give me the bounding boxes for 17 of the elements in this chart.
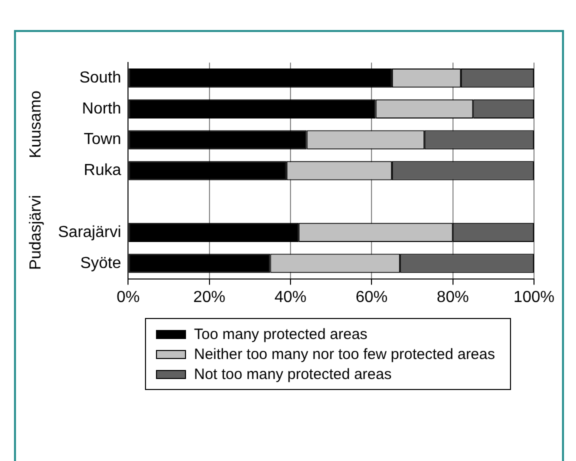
x-tick-label: 100% <box>514 288 554 306</box>
x-tick-label: 80% <box>436 288 469 306</box>
y-tick-label: Ruka <box>84 162 122 180</box>
legend-label: Not too many protected areas <box>194 366 392 382</box>
x-tick-label: 20% <box>193 288 226 306</box>
y-tick-label: South <box>79 69 122 86</box>
text: Pudasjärvi <box>27 195 44 270</box>
y-tick-label: Sarajärvi <box>58 224 122 241</box>
y-tick-label: North <box>82 100 122 118</box>
x-tick-label: 0% <box>116 288 140 306</box>
x-tick-label: 40% <box>274 288 306 306</box>
y-tick-label: Syöte <box>80 254 122 272</box>
legend-label: Neither too many nor too few protected areas <box>194 346 495 362</box>
legend-label: Too many protected areas <box>194 326 368 342</box>
text: Kuusamo <box>27 90 44 158</box>
x-tick-label: 60% <box>356 288 388 306</box>
y-tick-label: Town <box>84 131 122 148</box>
